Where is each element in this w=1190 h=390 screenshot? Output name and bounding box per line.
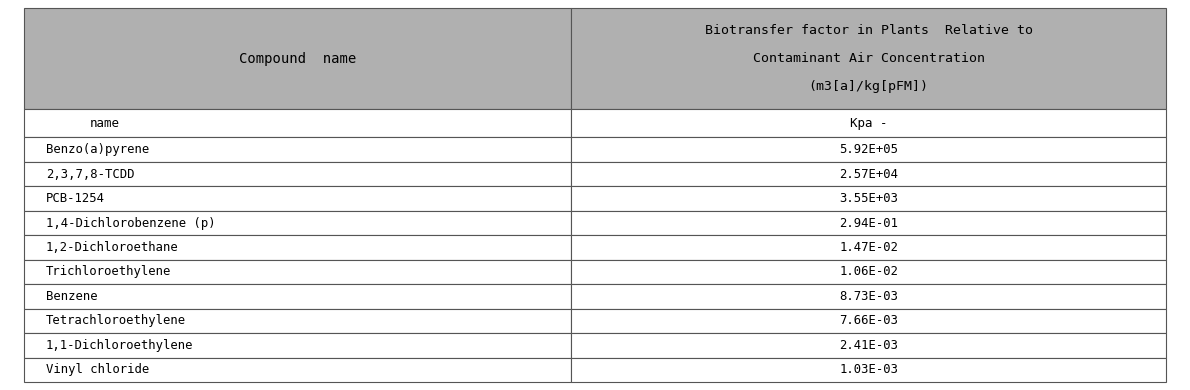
Text: 1,4-Dichlorobenzene (p): 1,4-Dichlorobenzene (p)	[45, 216, 215, 229]
Text: 8.73E-03: 8.73E-03	[839, 290, 898, 303]
Bar	[571, 137, 1166, 162]
Text: Contaminant Air Concentration: Contaminant Air Concentration	[753, 52, 984, 65]
Text: Trichloroethylene: Trichloroethylene	[45, 266, 171, 278]
Text: 1.03E-03: 1.03E-03	[839, 363, 898, 376]
Bar	[24, 235, 571, 260]
Bar	[24, 109, 571, 137]
Text: Kpa -: Kpa -	[850, 117, 888, 130]
Bar	[24, 137, 571, 162]
Bar	[571, 333, 1166, 358]
Text: 1,1-Dichloroethylene: 1,1-Dichloroethylene	[45, 339, 193, 352]
Text: 2.41E-03: 2.41E-03	[839, 339, 898, 352]
Bar	[571, 211, 1166, 235]
Bar	[24, 284, 571, 309]
Bar	[571, 358, 1166, 382]
Text: 7.66E-03: 7.66E-03	[839, 314, 898, 328]
Text: 2.94E-01: 2.94E-01	[839, 216, 898, 229]
Bar	[24, 8, 571, 109]
Text: Benzene: Benzene	[45, 290, 98, 303]
Bar	[24, 186, 571, 211]
Text: 3.55E+03: 3.55E+03	[839, 192, 898, 205]
Text: 2,3,7,8-TCDD: 2,3,7,8-TCDD	[45, 168, 134, 181]
Bar	[24, 162, 571, 186]
Bar	[571, 8, 1166, 109]
Text: PCB-1254: PCB-1254	[45, 192, 105, 205]
Bar	[24, 358, 571, 382]
Bar	[24, 211, 571, 235]
Text: name: name	[89, 117, 119, 130]
Text: 1.47E-02: 1.47E-02	[839, 241, 898, 254]
Text: Biotransfer factor in Plants  Relative to: Biotransfer factor in Plants Relative to	[704, 24, 1033, 37]
Text: Compound  name: Compound name	[239, 51, 356, 66]
Bar	[571, 186, 1166, 211]
Text: 1,2-Dichloroethane: 1,2-Dichloroethane	[45, 241, 178, 254]
Text: 2.57E+04: 2.57E+04	[839, 168, 898, 181]
Bar	[24, 333, 571, 358]
Bar	[571, 235, 1166, 260]
Bar	[24, 309, 571, 333]
Bar	[571, 162, 1166, 186]
Text: Tetrachloroethylene: Tetrachloroethylene	[45, 314, 186, 328]
Bar	[24, 260, 571, 284]
Text: 1.06E-02: 1.06E-02	[839, 266, 898, 278]
Bar	[571, 260, 1166, 284]
Text: Vinyl chloride: Vinyl chloride	[45, 363, 149, 376]
Bar	[571, 284, 1166, 309]
Text: (m3[a]/kg[pFM]): (m3[a]/kg[pFM])	[809, 80, 928, 93]
Bar	[571, 109, 1166, 137]
Text: Benzo(a)pyrene: Benzo(a)pyrene	[45, 143, 149, 156]
Bar	[571, 309, 1166, 333]
Text: 5.92E+05: 5.92E+05	[839, 143, 898, 156]
